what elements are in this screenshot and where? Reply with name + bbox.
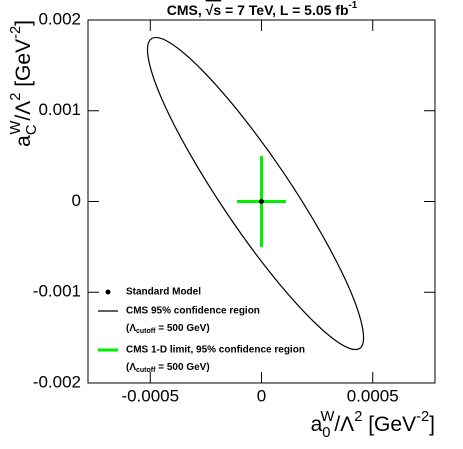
legend-note: (Λcutoff = 500 GeV) <box>126 362 210 375</box>
label-part: ] <box>12 20 35 26</box>
title-part: = 7 TeV, L = 5.05 fb <box>221 2 348 18</box>
label-part: [GeV <box>12 39 35 93</box>
legend-label: CMS 1-D limit, 95% confidence region <box>126 345 305 356</box>
label-part: 2 <box>8 93 24 101</box>
note-part: = 500 GeV) <box>155 323 209 334</box>
legend-swatch <box>105 289 111 295</box>
y-tick-label: 0.002 <box>38 9 81 28</box>
label-part: W <box>320 409 334 425</box>
x-tick-label: 0.0005 <box>347 386 399 405</box>
note-part: cutoff <box>136 328 156 335</box>
sm-point <box>259 199 264 204</box>
confidence-contour <box>146 36 365 351</box>
label-part: W <box>8 121 24 135</box>
legend-note: (Λcutoff = 500 GeV) <box>126 323 210 336</box>
label-part: /Λ <box>334 413 354 436</box>
y-tick-label: -0.002 <box>33 372 81 391</box>
y-tick-label: -0.001 <box>33 282 81 301</box>
label-part: -2 <box>8 26 24 39</box>
chart-title: CMS, √s = 7 TeV, L = 5.05 fb-1 <box>167 0 358 18</box>
legend-label: CMS 95% confidence region <box>126 306 260 317</box>
legend-label: Standard Model <box>126 287 201 298</box>
note-part: (Λ <box>126 362 136 373</box>
label-part: C <box>24 124 40 135</box>
title-part: CMS, <box>167 2 206 18</box>
label-part: a <box>12 135 35 147</box>
note-part: cutoff <box>136 367 156 374</box>
title-part: √s <box>206 2 222 18</box>
note-part: = 500 GeV) <box>155 362 209 373</box>
note-part: (Λ <box>126 323 136 334</box>
label-part: 2 <box>354 409 362 425</box>
label-part: -2 <box>416 409 429 425</box>
label-part: /Λ <box>12 101 35 121</box>
x-axis-title: a0W/Λ2 [GeV-2] <box>311 409 435 441</box>
x-tick-label: -0.0005 <box>121 386 179 405</box>
y-axis-title: aCW/Λ2 [GeV-2] <box>8 20 40 147</box>
label-part: [GeV <box>362 413 416 436</box>
x-tick-label: 0 <box>257 386 266 405</box>
y-tick-label: 0 <box>72 191 81 210</box>
label-part: a <box>311 413 323 436</box>
title-part: -1 <box>349 0 358 11</box>
y-tick-label: 0.001 <box>38 100 81 119</box>
label-part: 0 <box>322 425 330 441</box>
label-part: ] <box>429 413 435 436</box>
